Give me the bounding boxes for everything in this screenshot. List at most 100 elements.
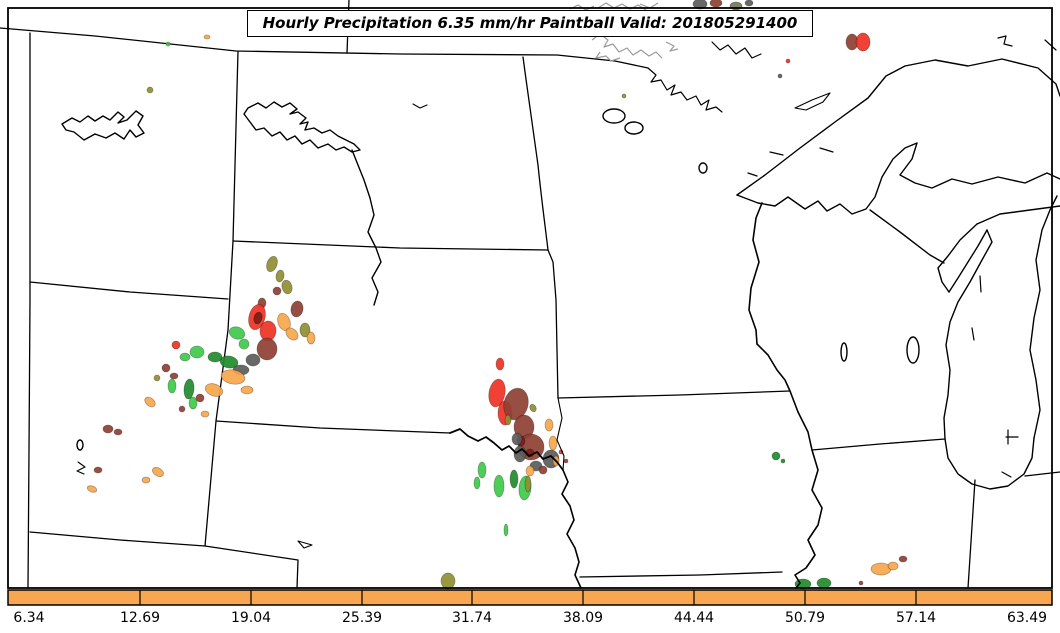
isle-royale: [794, 92, 831, 111]
west-border: [27, 32, 31, 589]
devils-lake: [412, 103, 428, 109]
paintball-blob: [144, 396, 156, 408]
paintball-blob: [165, 41, 171, 47]
paintball-blob: [887, 561, 899, 571]
nd-sd-border: [232, 240, 549, 251]
paintball-blob: [855, 32, 871, 52]
paintball-blob: [621, 93, 627, 99]
paintball-blob: [203, 34, 211, 40]
colorbar-tick-label: 31.74: [452, 610, 492, 626]
paintball-blob: [473, 476, 481, 490]
ne-co-border: [204, 545, 299, 589]
paintball-blob: [785, 58, 791, 64]
superior-boundary-dashes: [747, 147, 834, 177]
paintball-blob: [146, 86, 154, 94]
st-croix-river: [748, 202, 763, 345]
lake-winnebago: [906, 336, 920, 364]
paintball-blob: [275, 269, 285, 283]
paintball-blob: [245, 353, 261, 367]
lake-michigan-dashes: [971, 275, 1019, 478]
missouri-river-ne-ia: [561, 469, 582, 589]
paintball-blob: [253, 311, 263, 325]
paintball-blob: [563, 458, 569, 464]
lake-oahe: [367, 197, 382, 306]
colorbar: 6.34 12.69 19.04 25.39 31.74 38.09 44.44 50.79 5…: [7, 589, 1053, 626]
montana-wyoming-east-border: [204, 50, 239, 547]
paintball-blob: [152, 467, 164, 477]
paintball-blob: [179, 352, 191, 362]
paintball-blob: [141, 476, 151, 484]
ia-mo-border: [579, 571, 783, 578]
paintball-blob: [306, 331, 316, 345]
paintball-blob: [524, 475, 532, 493]
colorbar-ticks: [139, 590, 917, 605]
paintball-blob: [220, 369, 246, 385]
colorbar-labels: 6.34 12.69 19.04 25.39 31.74 38.09 44.44 50.79 5…: [13, 610, 1047, 626]
montana-wyoming-border: [29, 281, 229, 300]
colorbar-tick-label: 38.09: [563, 610, 603, 626]
paintball-blob: [511, 432, 523, 446]
colorbar-tick-label: 44.44: [674, 610, 714, 626]
paintball-blob: [238, 338, 250, 350]
gray-lake-outline: [595, 51, 621, 62]
paintball-blob: [503, 523, 509, 537]
paintball-blob: [204, 383, 224, 397]
paintball-blob: [189, 345, 205, 359]
paintball-blob: [709, 0, 723, 8]
lake-michigan-west-shore: [943, 229, 993, 440]
paintball-blob: [228, 326, 246, 340]
gray-lake-outline: [597, 2, 647, 11]
colorbar-tick-label: 19.04: [231, 610, 271, 626]
paintball-blob: [266, 255, 278, 273]
paintball-blob: [513, 445, 527, 463]
paintball-blob: [780, 458, 786, 464]
paintball-blob: [858, 580, 864, 586]
wy-co-border: [29, 531, 206, 547]
paintball-blob: [525, 465, 535, 477]
wi-il-border: [811, 438, 946, 451]
lake-sakakawea: [243, 101, 361, 153]
paintball-blob: [272, 286, 282, 296]
paintball-blob: [178, 405, 186, 413]
paintball-blob: [529, 403, 537, 413]
paintball-blob: [777, 73, 783, 79]
paintball-blob: [188, 396, 198, 410]
mississippi-river: [756, 343, 823, 589]
petenwell-lake: [840, 342, 848, 362]
lake-of-the-woods-outline: [591, 33, 663, 59]
paintball-blob: [285, 327, 299, 341]
sd-ne-border: [215, 420, 451, 434]
canada-border: [0, 27, 649, 69]
big-sioux-river: [556, 397, 565, 471]
paintball-blob: [86, 485, 98, 493]
colorbar-tick-label: 25.39: [342, 610, 382, 626]
paintball-blob: [207, 351, 223, 363]
map-title-box: Hourly Precipitation 6.35 mm/hr Paintbal…: [247, 10, 813, 37]
lower-red-lake: [624, 121, 644, 135]
paintball-blob: [161, 363, 171, 373]
green-bay-west-shore: [937, 223, 978, 293]
paintball-blob: [183, 378, 195, 400]
paintball-blob: [440, 572, 456, 590]
lake-michigan-south-basin: [944, 437, 1035, 490]
colorbar-tick-label: 63.49: [1007, 610, 1047, 626]
paintball-blob: [281, 279, 293, 295]
paintball-blob: [488, 378, 506, 408]
paintball-blob: [477, 461, 487, 479]
il-west-border: [967, 479, 976, 589]
paintball-blob: [744, 0, 754, 7]
paintball-blob: [195, 393, 205, 403]
colorbar-bar: [7, 589, 1053, 606]
paintball-blob: [153, 374, 161, 382]
paintball-blob: [240, 385, 254, 395]
colorbar-tick-label: 57.14: [896, 610, 936, 626]
paintball-blob: [167, 378, 177, 394]
paintball-blob: [692, 0, 708, 10]
colorbar-tick-label: 6.34: [13, 610, 44, 626]
paintball-blob: [299, 322, 311, 338]
mille-lacs-lake: [698, 162, 708, 174]
paintball-blob: [816, 577, 832, 589]
map-title: Hourly Precipitation 6.35 mm/hr Paintbal…: [262, 14, 798, 32]
paintball-blob: [171, 340, 181, 350]
